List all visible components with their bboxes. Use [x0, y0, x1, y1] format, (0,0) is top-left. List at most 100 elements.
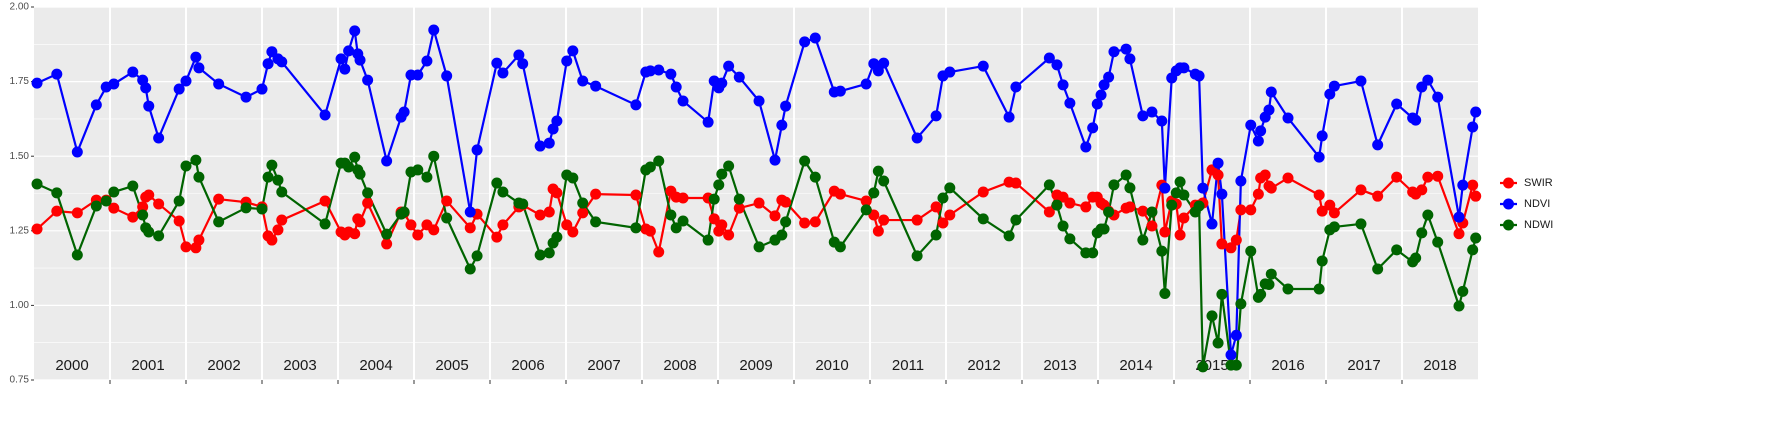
- data-point: [137, 209, 149, 221]
- data-point: [137, 201, 149, 213]
- data-point: [1252, 135, 1264, 147]
- data-point: [561, 55, 573, 67]
- data-point: [1245, 119, 1257, 131]
- data-point: [262, 171, 274, 183]
- year-label: 2000: [55, 357, 88, 374]
- data-point: [441, 195, 453, 207]
- data-point: [1095, 89, 1107, 101]
- data-point: [1355, 184, 1367, 196]
- data-point: [491, 177, 503, 189]
- data-point: [1137, 205, 1149, 217]
- data-point: [799, 217, 811, 229]
- data-point: [381, 228, 393, 240]
- data-point: [551, 231, 563, 243]
- data-point: [1230, 329, 1242, 341]
- data-point: [1313, 151, 1325, 163]
- data-point: [1043, 52, 1055, 64]
- data-point: [180, 75, 192, 87]
- data-point: [319, 218, 331, 230]
- data-point: [872, 65, 884, 77]
- data-point: [708, 213, 720, 225]
- data-point: [543, 137, 555, 149]
- data-point: [1355, 218, 1367, 230]
- data-point: [272, 224, 284, 236]
- data-point: [127, 211, 139, 223]
- data-point: [1178, 212, 1190, 224]
- data-point: [1313, 189, 1325, 201]
- data-point: [1391, 98, 1403, 110]
- data-point: [1197, 182, 1209, 194]
- data-point: [653, 246, 665, 258]
- data-point: [776, 229, 788, 241]
- data-point: [513, 49, 525, 61]
- data-point: [1313, 283, 1325, 295]
- data-point: [428, 150, 440, 162]
- data-point: [653, 64, 665, 76]
- data-point: [240, 91, 252, 103]
- data-point: [930, 110, 942, 122]
- data-point: [1282, 172, 1294, 184]
- data-point: [1003, 230, 1015, 242]
- data-point: [567, 172, 579, 184]
- data-point: [534, 140, 546, 152]
- y-tick-label: 0.75: [10, 375, 30, 386]
- data-point: [1197, 361, 1209, 373]
- data-point: [1467, 179, 1479, 191]
- data-point: [517, 198, 529, 210]
- data-point: [1051, 199, 1063, 211]
- data-point: [421, 171, 433, 183]
- data-point: [335, 53, 347, 65]
- data-point: [977, 186, 989, 198]
- data-point: [590, 216, 602, 228]
- data-point: [577, 207, 589, 219]
- data-point: [256, 83, 268, 95]
- data-point: [1193, 200, 1205, 212]
- data-point: [1178, 62, 1190, 74]
- data-point: [630, 99, 642, 111]
- data-point: [577, 197, 589, 209]
- data-point: [677, 95, 689, 107]
- data-point: [1212, 337, 1224, 349]
- data-point: [1372, 139, 1384, 151]
- data-point: [1416, 184, 1428, 196]
- data-point: [362, 197, 374, 209]
- data-point: [1265, 182, 1277, 194]
- data-point: [590, 80, 602, 92]
- data-point: [213, 193, 225, 205]
- data-point: [143, 189, 155, 201]
- data-point: [1064, 97, 1076, 109]
- data-point: [878, 175, 890, 187]
- data-point: [577, 75, 589, 87]
- data-point: [71, 249, 83, 261]
- year-label: 2018: [1423, 357, 1456, 374]
- data-point: [1124, 201, 1136, 213]
- data-point: [1422, 209, 1434, 221]
- data-point: [860, 195, 872, 207]
- data-point: [71, 146, 83, 158]
- data-point: [551, 115, 563, 127]
- data-point: [543, 206, 555, 218]
- data-point: [1225, 349, 1237, 361]
- data-point: [1010, 177, 1022, 189]
- data-point: [977, 60, 989, 72]
- data-point: [716, 219, 728, 231]
- data-point: [590, 188, 602, 200]
- data-point: [240, 202, 252, 214]
- y-tick-label: 1.25: [10, 225, 30, 236]
- data-point: [1064, 233, 1076, 245]
- data-point: [90, 99, 102, 111]
- data-point: [1372, 190, 1384, 202]
- legend-key: [1503, 177, 1514, 189]
- data-point: [713, 179, 725, 191]
- data-point: [108, 186, 120, 198]
- data-point: [256, 203, 268, 215]
- data-point: [51, 205, 63, 217]
- year-label: 2004: [359, 357, 392, 374]
- data-point: [1103, 71, 1115, 83]
- data-point: [1470, 190, 1482, 202]
- data-point: [1316, 130, 1328, 142]
- data-point: [1212, 169, 1224, 181]
- data-point: [1120, 169, 1132, 181]
- data-point: [1124, 53, 1136, 65]
- data-point: [1103, 206, 1115, 218]
